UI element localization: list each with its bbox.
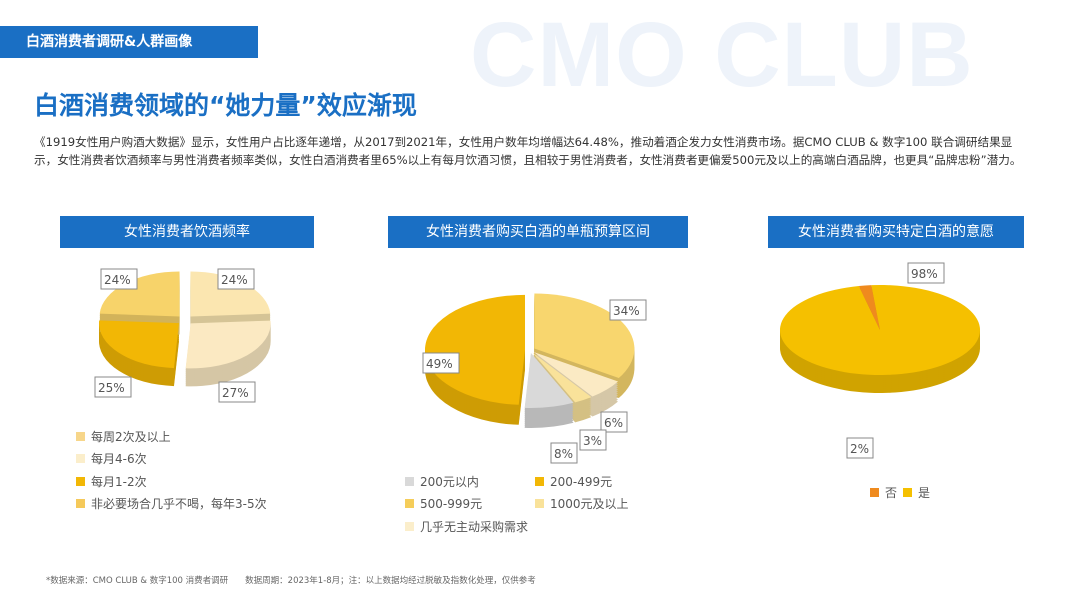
legend-willingness: 否是 [870,481,930,504]
legend-label: 几乎无主动采购需求 [420,519,529,534]
data-label: 24% [104,273,131,287]
legend-label: 每周2次及以上 [91,429,171,444]
legend-swatch [903,487,913,497]
data-label: 24% [221,273,248,287]
data-label: 98% [911,267,938,281]
legend-swatch [535,499,544,509]
page-title: 白酒消费领域的“她力量”效应渐现 [34,91,417,120]
watermark: CMO CLUB [470,4,974,106]
legend-swatch [76,454,85,464]
data-label-box [94,376,132,398]
pie-slice [534,293,635,379]
legend-item: 200-499元 [535,470,665,493]
data-label-box [422,352,460,374]
data-label: 27% [222,386,249,400]
description: 《1919女性用户购酒大数据》显示，女性用户占比逐年递增，从2017到2021年… [34,135,1022,167]
data-label-box [609,299,647,321]
legend-item: 非必要场合几乎不喝，每年3-5次 [76,493,267,516]
legend-frequency: 每周2次及以上 每月4-6次 每月1-2次非必要场合几乎不喝，每年3-5次 [76,425,267,515]
legend-label: 是 [918,485,931,500]
section-tag: 白酒消费者调研&人群画像 [0,26,258,58]
legend-swatch [76,476,85,486]
legend-item: 500-999元 [405,493,535,516]
data-label: 8% [554,447,573,461]
legend-swatch [76,431,85,441]
pie-chart-willingness: 98% 2% [780,262,981,459]
legend-budget: 200元以内 200-499元 500-999元 1000元及以上几乎无主动采购需求 [405,470,665,538]
legend-swatch [405,499,414,509]
pie-slice [524,352,574,408]
pie-chart-budget: 34% 6%3% 8% 49% [422,293,647,464]
legend-item: 否 [870,481,897,504]
data-label: 34% [613,304,640,318]
data-label: 25% [98,381,125,395]
pie-slice [425,294,526,405]
legend-label: 否 [885,485,898,500]
legend-label: 200元以内 [420,474,479,489]
data-label-box [100,268,138,290]
data-label: 3% [583,434,602,448]
pie-slice [190,271,271,317]
data-label-box [218,381,256,403]
data-label-box [600,411,628,433]
data-label-box [846,437,874,459]
legend-label: 500-999元 [420,497,483,512]
data-label: 2% [850,442,869,456]
legend-swatch [535,476,544,486]
chart-title-budget: 女性消费者购买白酒的单瓶预算区间 [388,216,688,248]
pie-chart-frequency: 24% 27% 25% 24% [94,268,271,403]
pie-slice [98,320,179,369]
pie-slice [533,352,619,397]
legend-item: 1000元及以上 [535,493,665,516]
legend-label: 每月1-2次 [91,474,147,489]
data-label-box [217,268,255,290]
pie-slice [185,320,271,369]
legend-label: 200-499元 [550,474,613,489]
chart-title-frequency: 女性消费者饮酒频率 [60,216,314,248]
legend-swatch [405,476,414,486]
legend-item: 200元以内 [405,470,535,493]
data-label: 49% [426,357,453,371]
data-label-box [550,442,578,464]
pie-slice [858,285,880,330]
pie-slice [532,352,592,403]
legend-label: 1000元及以上 [550,497,629,512]
data-label-box [907,262,945,284]
legend-item: 几乎无主动采购需求 [405,515,535,538]
legend-swatch [76,499,85,509]
legend-item: 每月4-6次 [76,448,267,471]
legend-swatch [870,487,879,497]
legend-item: 是 [903,481,930,504]
legend-label: 每月4-6次 [91,452,147,467]
data-label: 6% [604,416,623,430]
legend-swatch [405,521,414,531]
data-label-box [579,429,607,451]
footer-note: *数据来源：CMO CLUB & 数字100 消费者调研 数据周期：2023年1… [46,576,536,586]
legend-item: 每月1-2次 [76,470,267,493]
chart-title-willingness: 女性消费者购买特定白酒的意愿 [768,216,1024,248]
legend-label: 非必要场合几乎不喝，每年3-5次 [91,497,267,512]
pie-slice [99,271,180,317]
legend-item: 每周2次及以上 [76,425,267,448]
